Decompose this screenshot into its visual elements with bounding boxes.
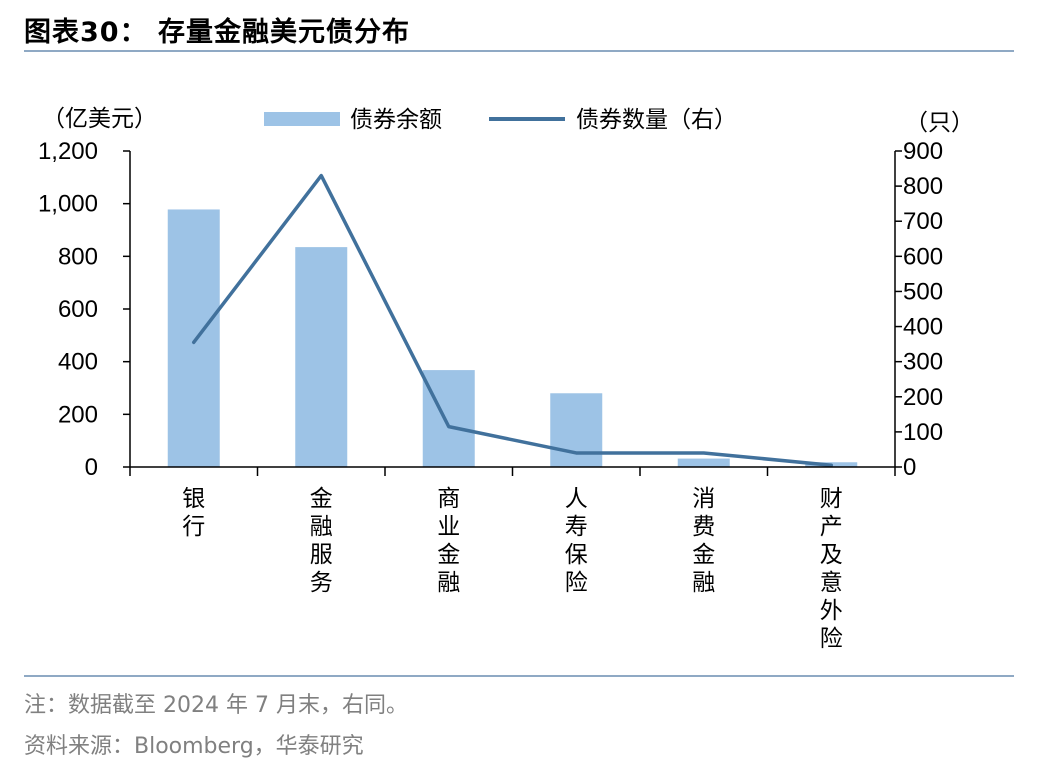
right-tick-label: 300 [903,349,943,376]
legend-label-bar: 债券余额 [350,107,442,133]
bar [167,209,220,467]
left-tick-label: 200 [58,401,98,428]
category-label: 消费金融 [692,486,715,596]
footer-rule [24,675,1014,677]
category-label: 财产及意外险 [820,486,843,652]
series-line [192,173,833,467]
right-tick-label: 600 [903,243,943,270]
source-note: 资料来源：Bloomberg，华泰研究 [24,734,364,759]
bar [677,458,730,467]
bar [422,370,475,467]
right-tick-label: 900 [903,138,943,165]
left-tick-label: 400 [58,349,98,376]
right-axis-unit: （只） [905,110,974,136]
right-tick-label: 700 [903,208,943,235]
left-tick-label: 1,200 [38,138,98,165]
right-tick-label: 200 [903,384,943,411]
footnote: 注：数据截至 2024 年 7 月末，右同。 [24,693,408,718]
legend-swatch-bar [264,112,340,126]
right-tick-label: 500 [903,278,943,305]
category-label: 人寿保险 [565,486,588,596]
right-tick-label: 800 [903,173,943,200]
right-tick-label: 0 [903,454,916,481]
category-label: 金融服务 [310,486,333,596]
legend: 债券余额 债券数量（右） [264,107,737,133]
line-series [192,173,833,467]
category-label: 银行 [182,486,205,540]
title-rule [24,50,1014,52]
left-axis-unit: （亿美元） [42,106,157,132]
category-label: 商业金融 [437,486,460,596]
right-tick-label: 400 [903,314,943,341]
left-tick-label: 800 [58,243,98,270]
left-tick-label: 1,000 [38,191,98,218]
figure-title: 图表30： 存量金融美元债分布 [24,17,410,48]
left-tick-label: 600 [58,296,98,323]
legend-label-line: 债券数量（右） [576,107,737,133]
chart: 0 200 400 600 800 1,000 1,200 0 100 200 300 400 500 6… [38,106,974,652]
axes: 0 200 400 600 800 1,000 1,200 0 100 200 300 400 500 6… [38,106,974,652]
bar-series [167,209,858,467]
bar [295,247,348,467]
right-tick-label: 100 [903,419,943,446]
bar [550,393,603,467]
left-tick-label: 0 [85,454,98,481]
